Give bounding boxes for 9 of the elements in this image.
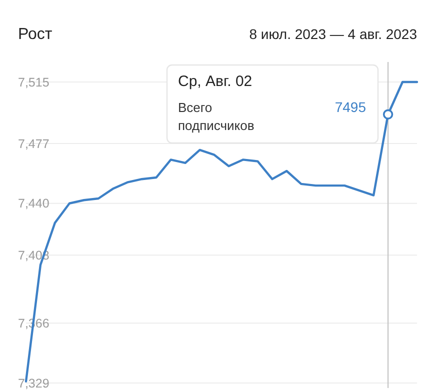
y-tick-label: 7,515 [18, 75, 50, 90]
y-tick-label: 7,329 [18, 376, 50, 390]
chart-title: Рост [18, 26, 53, 43]
y-tick-label: 7,477 [18, 136, 50, 151]
annotation: Всего подписчиков [178, 100, 254, 133]
y-tick-label: 7,440 [18, 196, 50, 211]
data-label: 7495 [334, 99, 366, 115]
annotation: Ср, Авг. 02 [178, 73, 252, 90]
chart-subtitle: 8 июл. 2023 — 4 авг. 2023 [249, 26, 418, 42]
